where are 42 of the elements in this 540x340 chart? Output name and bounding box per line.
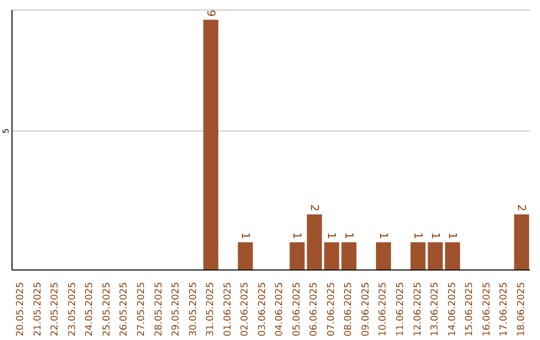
x-tick-label: 15.06.2025 [464, 282, 476, 336]
x-tick-label: 24.05.2025 [84, 282, 96, 336]
x-tick-label: 23.05.2025 [66, 282, 78, 336]
data-label: 9 [204, 10, 218, 17]
x-tick-label: 16.06.2025 [481, 282, 492, 336]
x-tick-label: 11.06.2025 [395, 282, 406, 336]
x-tick-label: 17.06.2025 [498, 282, 510, 336]
data-label: 1 [376, 232, 390, 240]
x-tick-label: 09.06.2025 [360, 282, 372, 336]
data-label: 1 [325, 232, 338, 240]
x-tick-label: 02.06.2025 [240, 282, 251, 336]
data-label: 1 [290, 232, 304, 240]
x-tick-label: 21.05.2025 [32, 282, 44, 336]
x-tick-label: 25.05.2025 [101, 282, 112, 336]
data-label: 1 [238, 232, 252, 240]
x-tick-label: 13.06.2025 [430, 282, 441, 336]
x-tick-label: 27.05.2025 [136, 282, 147, 336]
data-label: 1 [342, 232, 356, 240]
data-label: 1 [412, 232, 425, 240]
x-tick-label: 12.06.2025 [412, 282, 424, 336]
x-tick-label: 31.05.2025 [205, 282, 216, 336]
x-tick-label: 04.06.2025 [274, 282, 286, 336]
x-tick-label: 08.06.2025 [343, 282, 354, 336]
x-tick-label: 30.05.2025 [188, 282, 199, 336]
data-label: 1 [428, 232, 442, 240]
x-tick-label: 14.06.2025 [446, 282, 458, 336]
x-tick-label: 22.05.2025 [50, 282, 61, 336]
x-tick-label: 18.06.2025 [516, 282, 527, 336]
x-tick-label: 29.05.2025 [170, 282, 182, 336]
x-tick-label: 07.06.2025 [326, 282, 337, 336]
x-tick-label: 06.06.2025 [308, 282, 320, 336]
x-tick-label: 10.06.2025 [378, 282, 389, 336]
data-label: 1 [446, 232, 460, 240]
x-tick-label: 03.06.2025 [256, 282, 268, 336]
x-tick-label: 05.06.2025 [291, 282, 302, 336]
data-label: 2 [515, 204, 528, 212]
x-tick-label: 20.05.2025 [15, 282, 26, 336]
x-tick-label: 28.05.2025 [153, 282, 164, 336]
data-label: 2 [308, 204, 321, 212]
y-tick-label: 5 [2, 128, 10, 134]
x-tick-label: 01.06.2025 [222, 282, 234, 336]
x-tick-label: 26.05.2025 [118, 282, 130, 336]
